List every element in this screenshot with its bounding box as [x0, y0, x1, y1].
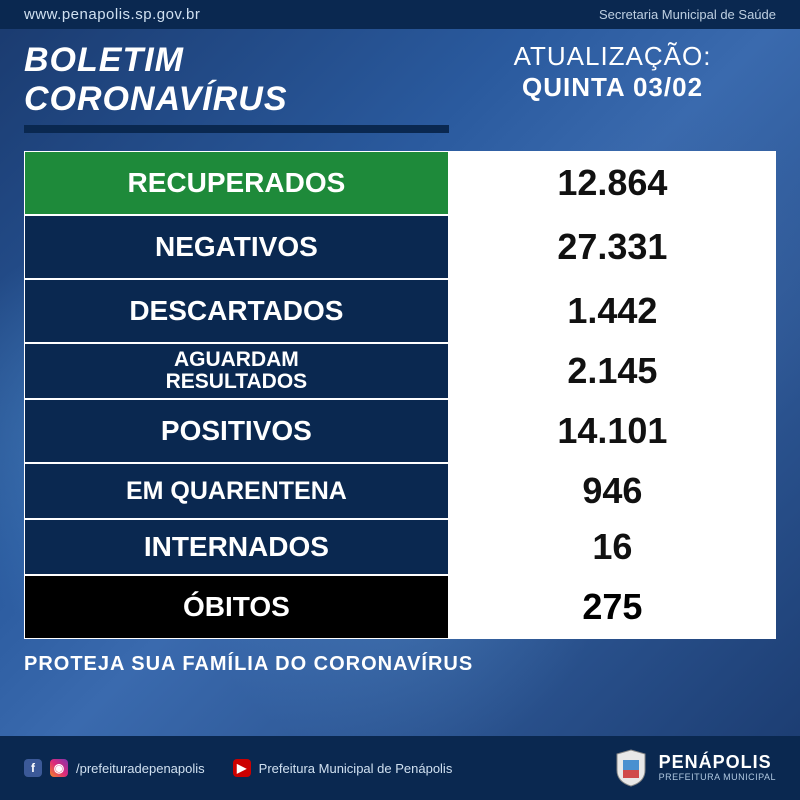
row-recovered: RECUPERADOS 12.864: [24, 151, 776, 215]
protect-message: PROTEJA SUA FAMÍLIA DO CORONAVÍRUS: [24, 653, 776, 676]
footer: f ◉ /prefeituradepenapolis ▶ Prefeitura …: [0, 736, 800, 800]
row-positive: POSITIVOS 14.101: [24, 399, 776, 463]
label-quarantine: EM QUARENTENA: [24, 463, 449, 519]
city-name-block: PENÁPOLIS PREFEITURA MUNICIPAL: [659, 753, 776, 783]
city-subtitle: PREFEITURA MUNICIPAL: [659, 773, 776, 783]
city-seal-icon: [613, 748, 649, 788]
label-deaths: ÓBITOS: [24, 575, 449, 639]
youtube-text[interactable]: Prefeitura Municipal de Penápolis: [259, 761, 453, 776]
footer-left: f ◉ /prefeituradepenapolis ▶ Prefeitura …: [24, 759, 452, 777]
top-bar: www.penapolis.sp.gov.br Secretaria Munic…: [0, 0, 800, 29]
value-recovered: 12.864: [449, 151, 776, 215]
city-name: PENÁPOLIS: [659, 753, 776, 773]
label-awaiting-line2: RESULTADOS: [166, 371, 308, 393]
bulletin-container: www.penapolis.sp.gov.br Secretaria Munic…: [0, 0, 800, 800]
title-underline: [24, 125, 449, 133]
instagram-icon[interactable]: ◉: [50, 759, 68, 777]
update-date: QUINTA 03/02: [449, 72, 776, 103]
row-awaiting: AGUARDAM RESULTADOS 2.145: [24, 343, 776, 399]
label-negative: NEGATIVOS: [24, 215, 449, 279]
website-url[interactable]: www.penapolis.sp.gov.br: [24, 6, 200, 23]
value-positive: 14.101: [449, 399, 776, 463]
footer-right: PENÁPOLIS PREFEITURA MUNICIPAL: [613, 748, 776, 788]
row-quarantine: EM QUARENTENA 946: [24, 463, 776, 519]
facebook-icon[interactable]: f: [24, 759, 42, 777]
value-quarantine: 946: [449, 463, 776, 519]
department-name: Secretaria Municipal de Saúde: [599, 7, 776, 22]
value-deaths: 275: [449, 575, 776, 639]
bulletin-title: BOLETIM CORONAVÍRUS: [24, 41, 449, 119]
header: BOLETIM CORONAVÍRUS ATUALIZAÇÃO: QUINTA …: [0, 29, 800, 141]
value-negative: 27.331: [449, 215, 776, 279]
stats-table: RECUPERADOS 12.864 NEGATIVOS 27.331 DESC…: [24, 151, 776, 639]
value-discarded: 1.442: [449, 279, 776, 343]
label-awaiting: AGUARDAM RESULTADOS: [24, 343, 449, 399]
label-hospitalized: INTERNADOS: [24, 519, 449, 575]
row-deaths: ÓBITOS 275: [24, 575, 776, 639]
label-positive: POSITIVOS: [24, 399, 449, 463]
label-discarded: DESCARTADOS: [24, 279, 449, 343]
label-recovered: RECUPERADOS: [24, 151, 449, 215]
header-left: BOLETIM CORONAVÍRUS: [24, 41, 449, 133]
social-handle[interactable]: /prefeituradepenapolis: [76, 761, 205, 776]
youtube-icon[interactable]: ▶: [233, 759, 251, 777]
row-hospitalized: INTERNADOS 16: [24, 519, 776, 575]
row-negative: NEGATIVOS 27.331: [24, 215, 776, 279]
update-label: ATUALIZAÇÃO:: [449, 41, 776, 72]
value-hospitalized: 16: [449, 519, 776, 575]
header-right: ATUALIZAÇÃO: QUINTA 03/02: [449, 41, 776, 133]
value-awaiting: 2.145: [449, 343, 776, 399]
row-discarded: DESCARTADOS 1.442: [24, 279, 776, 343]
label-awaiting-line1: AGUARDAM: [174, 349, 299, 371]
